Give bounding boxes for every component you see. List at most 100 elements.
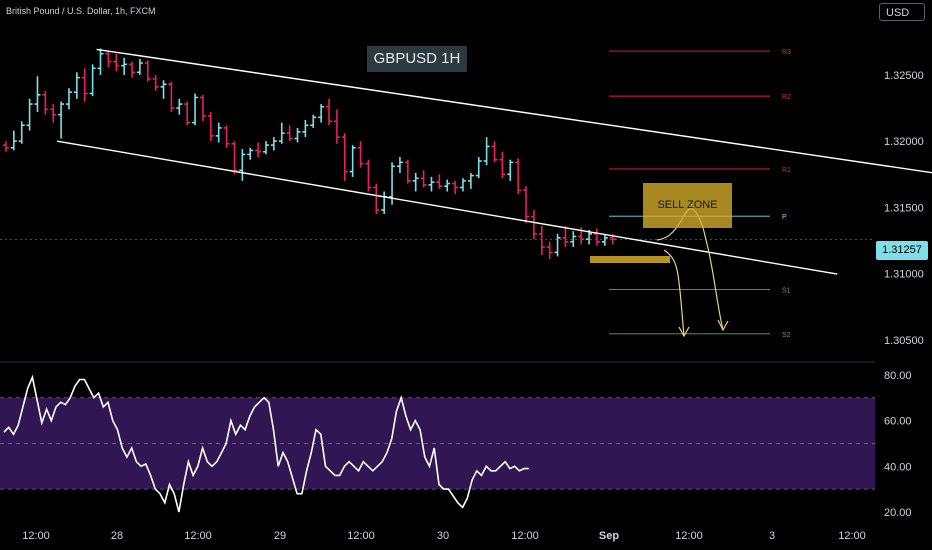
candle	[396, 157, 403, 173]
candle	[73, 72, 80, 99]
last-price-badge: 1.31257	[876, 241, 928, 260]
arrowhead-right	[717, 319, 729, 332]
candle	[247, 147, 254, 160]
candle	[10, 130, 17, 151]
rsi-line	[3, 374, 529, 513]
price-channel	[57, 48, 932, 275]
candle	[223, 125, 230, 148]
candle	[570, 231, 577, 248]
candle	[207, 112, 214, 142]
candle	[18, 121, 25, 144]
sell-zone-rect	[590, 256, 670, 263]
pivot-levels: R3 R2 R1 P S1 S2	[0, 49, 875, 339]
candle	[530, 210, 537, 240]
candle	[136, 59, 143, 75]
candle	[333, 109, 340, 144]
candle	[144, 60, 151, 82]
candle	[286, 125, 293, 142]
time-tick-label: 3	[769, 530, 775, 542]
candle	[546, 241, 553, 260]
candle	[491, 141, 498, 163]
time-axis: 12:00 28 12:00 29 12:00 30 12:00 Sep 12:00 3 12:00	[22, 530, 866, 542]
candle	[381, 191, 388, 214]
pivot-label-p: P	[782, 214, 787, 221]
candle	[184, 101, 191, 126]
candle	[192, 93, 199, 126]
time-tick-label: 12:00	[675, 530, 703, 542]
candle	[318, 104, 325, 123]
candle	[278, 122, 285, 144]
time-tick-label: 12:00	[22, 530, 50, 542]
time-tick-label: 29	[274, 530, 286, 542]
chart-title-annotation: GBPUSD 1H	[367, 46, 467, 72]
candle	[341, 133, 348, 181]
candle	[365, 159, 372, 192]
candle	[326, 98, 333, 126]
price-tick-label: 1.32500	[884, 70, 924, 82]
rsi-tick-label: 20.00	[884, 507, 912, 519]
candle	[270, 137, 277, 151]
rsi-tick-label: 80.00	[884, 370, 912, 382]
candle	[475, 157, 482, 179]
candle	[199, 94, 206, 122]
time-tick-label: 12:00	[347, 530, 375, 542]
forecast-path-left	[663, 249, 685, 337]
candle	[42, 90, 49, 115]
pivot-label-r1: R1	[782, 167, 791, 174]
price-axis: 1.32500 1.32000 1.31500 1.31000 1.30500 80.00…	[884, 70, 924, 519]
currency-button[interactable]: USD	[879, 3, 925, 21]
pivot-label-r2: R2	[782, 94, 791, 101]
channel-lower-line	[57, 140, 838, 275]
candle	[215, 122, 222, 143]
candle	[65, 88, 72, 110]
rsi-tick-label: 40.00	[884, 461, 912, 473]
candlestick-series	[2, 48, 616, 260]
candle	[412, 172, 419, 192]
candle	[129, 61, 136, 78]
price-tick-label: 1.31000	[884, 269, 924, 281]
candle	[404, 159, 411, 184]
channel-upper-line	[96, 48, 932, 174]
candle	[562, 225, 569, 248]
sell-zone-label: SELL ZONE	[643, 183, 732, 228]
candle	[97, 48, 104, 75]
candle	[420, 170, 427, 188]
candle	[262, 141, 269, 155]
time-tick-label: 12:00	[838, 530, 866, 542]
rsi-series	[3, 374, 529, 513]
candle	[357, 141, 364, 168]
candle	[459, 178, 466, 192]
candle	[121, 57, 128, 75]
candle	[507, 159, 514, 181]
candle	[523, 186, 530, 224]
candle	[152, 74, 159, 91]
time-tick-label: 30	[437, 530, 449, 542]
candle	[538, 225, 545, 256]
pivot-label-s1: S1	[782, 287, 791, 294]
candle	[373, 183, 380, 214]
candle	[436, 174, 443, 189]
time-tick-label: 12:00	[511, 530, 539, 542]
candle	[294, 127, 301, 143]
candle	[601, 235, 608, 246]
pivot-label-r3: R3	[782, 49, 791, 56]
price-tick-label: 1.32000	[884, 136, 924, 148]
support-shelf	[590, 256, 670, 263]
candle	[81, 68, 88, 102]
candle	[105, 51, 112, 67]
candle	[310, 114, 317, 128]
candle	[176, 98, 183, 115]
candle	[26, 98, 33, 131]
time-tick-label: 28	[111, 530, 123, 542]
price-tick-label: 1.30500	[884, 335, 924, 347]
candle	[444, 179, 451, 192]
candle	[89, 64, 96, 97]
candle	[483, 137, 490, 165]
candle	[160, 80, 167, 99]
candle	[255, 142, 262, 158]
candle	[349, 145, 356, 177]
candle	[34, 76, 41, 113]
candle	[2, 141, 9, 152]
candle	[113, 53, 120, 71]
